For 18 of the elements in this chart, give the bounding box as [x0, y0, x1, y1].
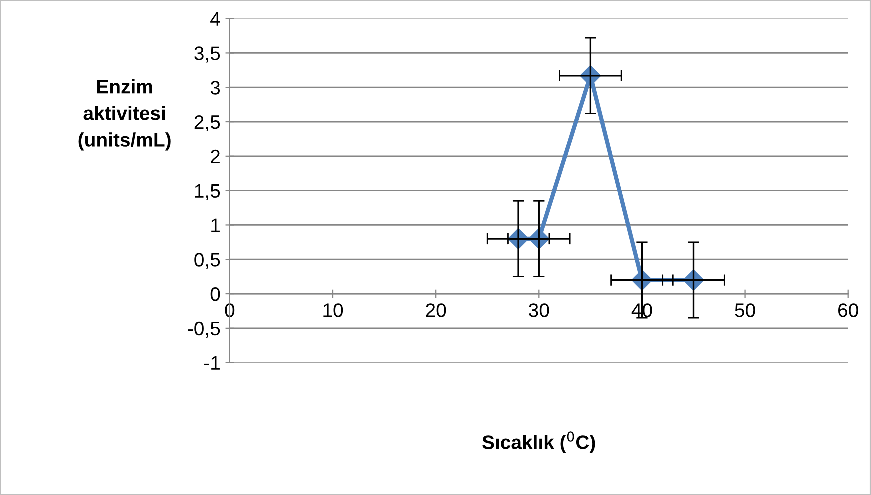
y-tick-label: 2,5 [194, 115, 220, 132]
x-tick-label: 20 [426, 304, 446, 318]
x-tick-label: 30 [529, 304, 550, 318]
x-tick-label: 60 [838, 304, 858, 318]
y-axis-title: Enzim aktivitesi (units/mL) [78, 79, 171, 151]
y-tick-label: 4 [210, 12, 220, 26]
y-tick-label: 1,5 [195, 184, 220, 200]
y-tick-label: -0,5 [188, 322, 220, 338]
x-axis-title: Sıcaklık ($^{0}$C) [482, 432, 596, 454]
y-tick-label: 0 [210, 288, 220, 302]
x-tick-label: 50 [735, 304, 756, 318]
y-tick-label: 1 [212, 218, 220, 232]
y-tick-label: -1 [204, 356, 220, 370]
x-tick-label: 10 [324, 304, 344, 318]
y-tick-label: 3 [210, 81, 220, 95]
y-tick-label: 0,5 [194, 253, 220, 270]
y-tick-label: 2 [211, 150, 220, 164]
y-tick-label: 3,5 [194, 46, 220, 63]
